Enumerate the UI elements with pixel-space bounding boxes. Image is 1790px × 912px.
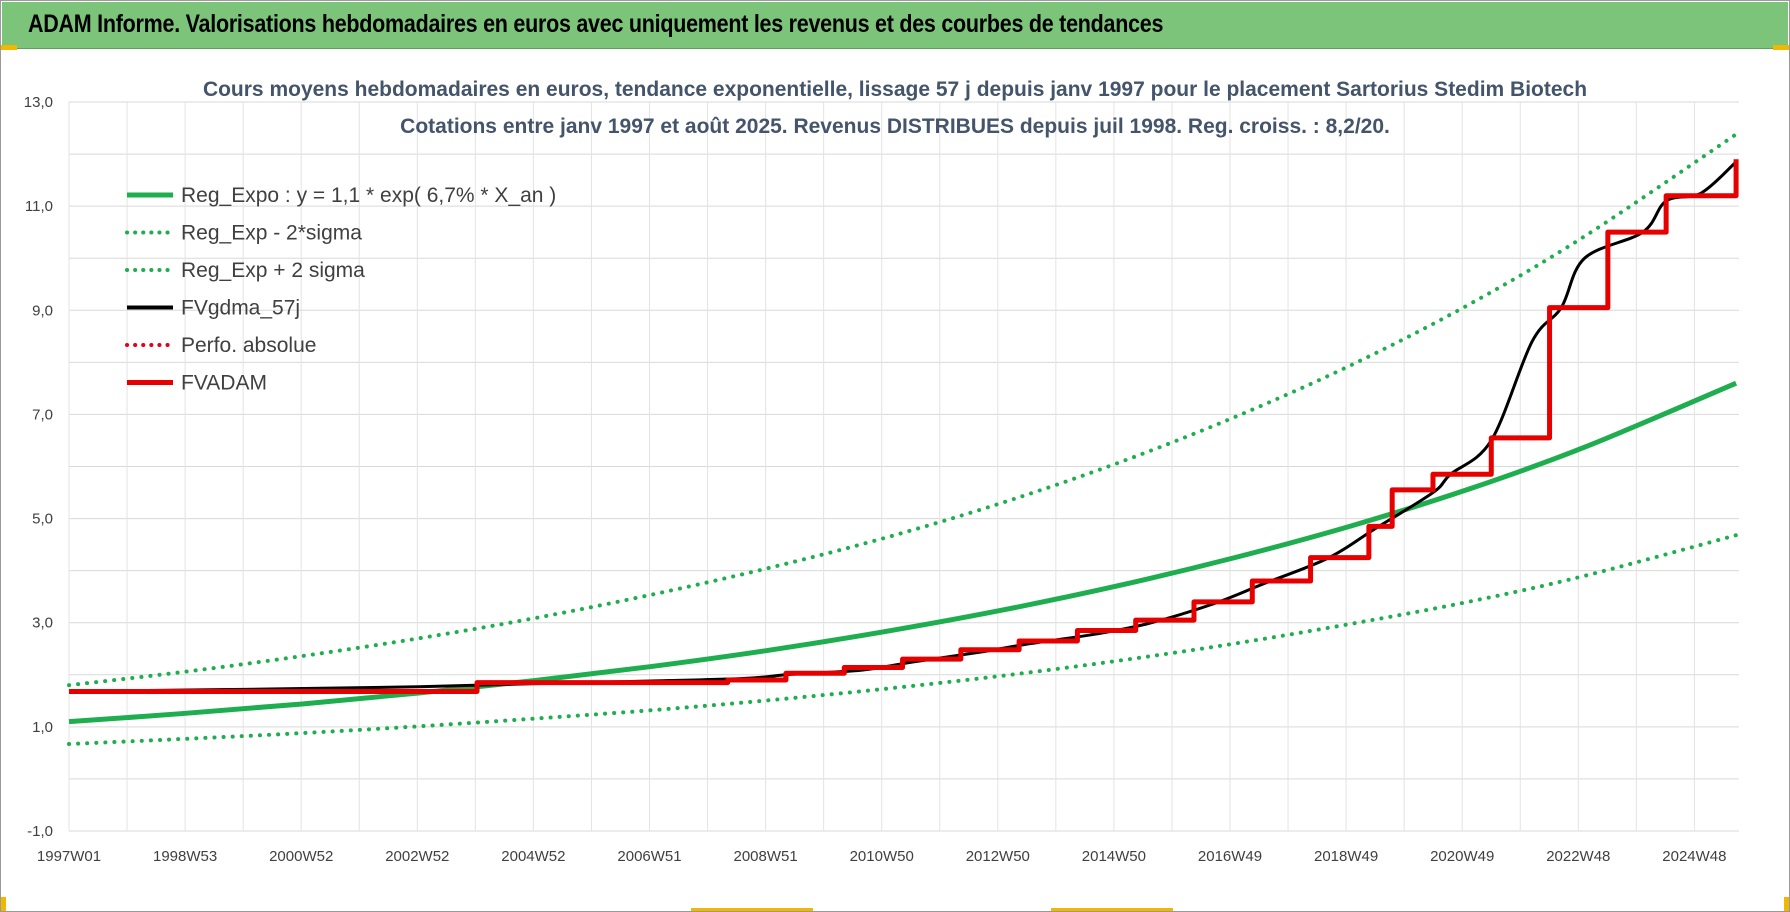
legend-label-2: Reg_Exp - 2*sigma <box>181 222 362 245</box>
chart-title: Cours moyens hebdomadaires en euros, ten… <box>203 78 1587 101</box>
x-axis: 1997W01 1998W53 2000W52 2002W52 2004W52 2006W… <box>37 848 1727 865</box>
corner-mark-bottom-right <box>1784 897 1789 911</box>
series-reg-exp-minus-2sigma <box>67 533 1739 747</box>
x-tick-label: 2024W48 <box>1662 848 1726 865</box>
legend-label-4: FVgdma_57j <box>181 297 300 320</box>
x-tick-label: 2010W50 <box>850 848 914 865</box>
x-tick-label: 2022W48 <box>1546 848 1610 865</box>
x-tick-label: 2018W49 <box>1314 848 1378 865</box>
x-tick-label: 2002W52 <box>385 848 449 865</box>
x-tick-label: 2016W49 <box>1198 848 1262 865</box>
series-reg-expo <box>68 380 1738 725</box>
x-tick-label: 2000W52 <box>269 848 333 865</box>
series-fvadam <box>69 159 1739 694</box>
x-tick-label: 2014W50 <box>1082 848 1146 865</box>
y-tick-label: 7,0 <box>32 406 53 423</box>
x-tick-label: 1998W53 <box>153 848 217 865</box>
series-lines <box>67 132 1739 747</box>
header-banner: ADAM Informe. Valorisations hebdomadaire… <box>2 2 1788 49</box>
y-tick-label: 1,0 <box>32 719 53 736</box>
grid <box>68 101 1739 832</box>
corner-mark-bottom-left <box>1 897 6 911</box>
y-tick-label: 3,0 <box>32 615 53 632</box>
bottom-mark-1 <box>691 908 813 911</box>
y-tick-label: 11,0 <box>25 198 53 215</box>
chart-area: 13,0 11,0 9,0 7,0 5,0 3,0 1,0 -1,0 1997W01 1998W… <box>24 78 1739 865</box>
y-tick-label: -1,0 <box>27 823 53 840</box>
legend: Reg_Expo : y = 1,1 * exp( 6,7% * X_an ) R… <box>125 184 556 395</box>
corner-mark-top-left <box>1 45 17 50</box>
legend-label-1: Reg_Expo : y = 1,1 * exp( 6,7% * X_an ) <box>181 184 556 207</box>
bottom-mark-2 <box>1051 908 1173 911</box>
x-tick-label: 2004W52 <box>501 848 565 865</box>
corner-mark-top-right <box>1773 45 1789 50</box>
legend-label-5: Perfo. absolue <box>181 334 316 357</box>
series-reg-exp-plus-2sigma <box>67 132 1739 688</box>
x-tick-label: 2020W49 <box>1430 848 1494 865</box>
banner-title: ADAM Informe. Valorisations hebdomadaire… <box>28 10 1164 38</box>
x-tick-label: 2008W51 <box>733 848 797 865</box>
legend-label-6: FVADAM <box>181 372 267 395</box>
x-tick-label: 1997W01 <box>37 848 101 865</box>
chart-subtitle: Cotations entre janv 1997 et août 2025. … <box>400 115 1390 138</box>
y-axis: 13,0 11,0 9,0 7,0 5,0 3,0 1,0 -1,0 <box>24 94 53 840</box>
y-tick-label: 5,0 <box>32 511 53 528</box>
x-tick-label: 2006W51 <box>617 848 681 865</box>
x-tick-label: 2012W50 <box>966 848 1030 865</box>
y-tick-label: 13,0 <box>24 94 53 111</box>
y-tick-label: 9,0 <box>32 302 53 319</box>
legend-label-3: Reg_Exp + 2 sigma <box>181 259 365 282</box>
